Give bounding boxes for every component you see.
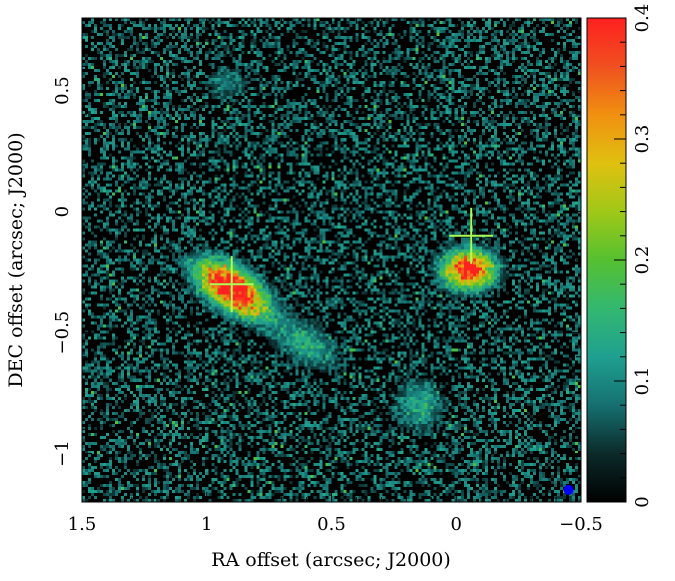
x-tick-label: 0.5 (317, 514, 346, 535)
y-tick-label: −1 (52, 440, 73, 467)
y-axis-ticks: −1 −0.5 0 0.5 (52, 17, 581, 503)
emission-map (82, 18, 581, 502)
y-tick-label: 0 (52, 206, 73, 217)
colorbar-tick-label: 0.2 (632, 246, 653, 275)
colorbar-tick-label: 0.1 (632, 367, 653, 396)
markers-layer (209, 207, 574, 495)
colorbar-tick-label: 0 (632, 496, 653, 507)
x-tick-label: 0 (451, 514, 462, 535)
x-axis-ticks: 1.5 1 0.5 0 −0.5 (68, 18, 603, 535)
colorbar-ticks: 0 0.1 0.2 0.3 0.4 (614, 4, 653, 508)
colorbar: 0 0.1 0.2 0.3 0.4 (586, 4, 653, 508)
image-panel: 1.5 1 0.5 0 −0.5 −1 −0.5 0 0.5 (52, 17, 603, 535)
colorbar-tick-label: 0.3 (632, 125, 653, 154)
east-cross-marker (449, 207, 494, 264)
colorbar-tick-label: 0.4 (632, 4, 653, 33)
emission-map-canvas (82, 18, 581, 502)
west-cross-marker (209, 256, 254, 313)
y-axis-title: DEC offset (arcsec; J2000) (5, 132, 27, 387)
y-tick-label: −0.5 (52, 311, 73, 355)
x-tick-label: 1 (201, 514, 212, 535)
y-tick-label: 0.5 (52, 76, 73, 105)
x-tick-label: −0.5 (559, 514, 603, 535)
x-tick-label: 1.5 (68, 514, 97, 535)
x-axis-title: RA offset (arcsec; J2000) (211, 549, 451, 571)
beam-marker (563, 484, 574, 495)
